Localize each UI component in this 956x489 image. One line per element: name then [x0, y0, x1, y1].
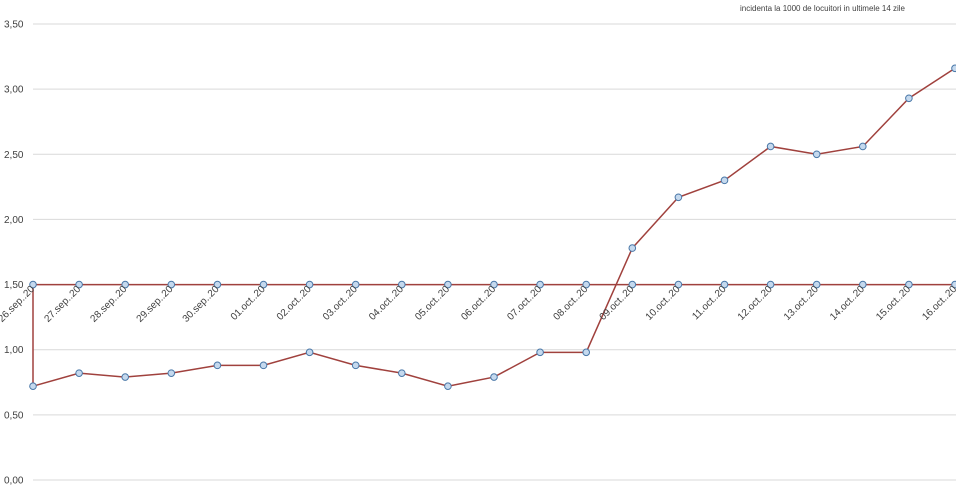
y-tick-label: 3,00 [4, 85, 24, 96]
x-tick-label: 16.oct..20 [920, 284, 956, 323]
y-axis-ticks: 0,00 0,50 1,00 1,50 2,00 2,50 3,00 3,50 [4, 20, 24, 487]
data-point-incidence [905, 94, 913, 103]
data-point-threshold [766, 280, 775, 289]
data-point-incidence [351, 361, 360, 370]
y-tick-label: 3,50 [4, 20, 24, 31]
x-tick-label: 09.oct..20 [598, 284, 637, 323]
data-point-threshold [259, 280, 268, 289]
x-tick-label: 03.oct..20 [321, 284, 360, 323]
data-point-incidence [398, 369, 406, 377]
x-tick-label: 05.oct..20 [413, 284, 452, 323]
x-tick-label: 11.oct..20 [690, 284, 729, 323]
x-tick-label: 01.oct..20 [229, 284, 268, 323]
data-point-threshold [351, 280, 360, 289]
y-tick-label: 0,00 [4, 476, 24, 487]
x-tick-label: 12.oct..20 [736, 284, 775, 323]
x-axis-labels: 26.sep..20 27.sep..20 28.sep..20 29.sep..20… [0, 284, 956, 325]
x-tick-label: 04.oct..20 [367, 284, 406, 323]
data-point-incidence [536, 348, 544, 357]
y-tick-label: 1,50 [4, 280, 24, 291]
data-point-incidence [951, 64, 956, 73]
data-point-incidence [167, 369, 176, 377]
x-tick-label: 28.sep..20 [89, 284, 130, 325]
data-point-incidence [812, 150, 821, 159]
y-tick-label: 2,50 [4, 150, 24, 161]
data-point-incidence [582, 348, 591, 357]
data-point-threshold [121, 280, 129, 289]
data-point-threshold [674, 280, 683, 289]
x-tick-label: 13.oct..20 [782, 284, 821, 323]
y-tick-label: 2,00 [4, 215, 24, 226]
data-point-threshold [628, 280, 637, 289]
series-line-incidence [32, 67, 956, 387]
x-tick-label: 27.sep..20 [42, 284, 83, 325]
data-point-threshold [398, 280, 406, 289]
data-point-incidence [75, 369, 83, 377]
x-tick-label: 15.oct..20 [874, 284, 913, 323]
data-point-incidence [628, 244, 637, 252]
data-point-incidence [859, 142, 867, 151]
data-point-threshold [75, 280, 83, 289]
data-point-incidence [490, 373, 498, 381]
data-point-incidence [259, 361, 268, 370]
y-tick-label: 1,00 [4, 345, 24, 356]
legend-label: incidenta la 1000 de locuitori in ultime… [740, 4, 906, 13]
data-point-threshold [444, 280, 452, 289]
data-point-threshold [582, 280, 591, 289]
x-tick-label: 06.oct..20 [459, 284, 498, 323]
data-point-threshold [859, 280, 867, 289]
data-point-threshold [536, 280, 544, 289]
x-tick-label: 30.sep..20 [181, 284, 222, 325]
data-point-threshold [213, 280, 222, 289]
data-point-incidence [121, 373, 129, 381]
data-point-threshold [29, 280, 37, 289]
y-tick-label: 0,50 [4, 410, 24, 421]
data-point-threshold [167, 280, 176, 289]
x-tick-label: 08.oct..20 [551, 284, 590, 323]
series-group [29, 64, 956, 390]
data-point-threshold [812, 280, 821, 289]
data-point-incidence [29, 382, 37, 390]
data-point-threshold [905, 280, 913, 289]
x-tick-label: 29.sep..20 [135, 284, 176, 325]
x-tick-label: 07.oct..20 [505, 284, 544, 323]
data-point-incidence [305, 348, 314, 357]
data-point-incidence [674, 193, 683, 202]
gridlines [33, 23, 956, 481]
x-tick-label: 14.oct..20 [828, 284, 867, 323]
data-point-threshold [720, 280, 729, 289]
x-tick-label: 10.oct..20 [644, 284, 683, 323]
data-point-threshold [305, 280, 314, 289]
data-point-threshold [951, 280, 956, 289]
data-point-incidence [444, 382, 452, 390]
data-point-incidence [720, 176, 729, 185]
data-point-threshold [490, 280, 498, 289]
data-point-incidence [766, 142, 775, 151]
x-tick-label: 02.oct..20 [275, 284, 314, 323]
data-point-incidence [213, 361, 222, 370]
